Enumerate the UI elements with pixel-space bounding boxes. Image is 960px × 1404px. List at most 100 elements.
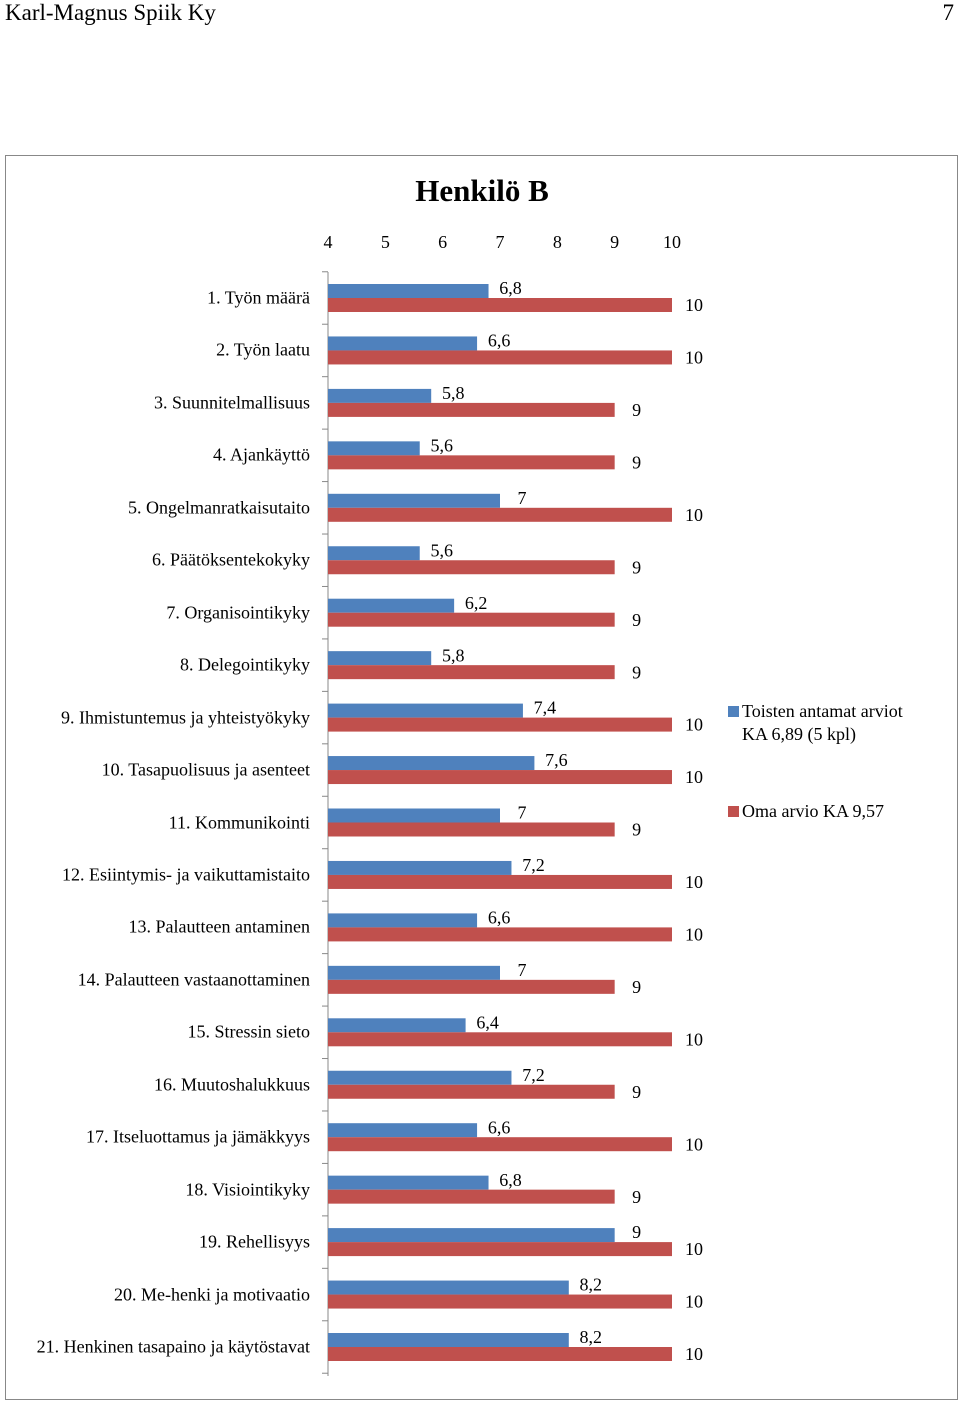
x-tick-label: 10: [663, 232, 681, 252]
value-label: 10: [685, 767, 703, 787]
value-label: 7,2: [522, 1065, 545, 1085]
value-label: 6,2: [465, 593, 488, 613]
bar: [328, 1228, 615, 1243]
bar: [328, 284, 489, 298]
bar: [328, 913, 478, 928]
category-label: 20. Me-henki ja motivaatio: [114, 1284, 310, 1305]
category-label: 11. Kommunikointi: [168, 812, 310, 832]
bar: [328, 441, 420, 456]
bar: [328, 822, 615, 837]
header-title: Karl-Magnus Spiik Ky: [5, 0, 216, 25]
page-number: 7: [942, 0, 955, 25]
bar: [328, 651, 432, 666]
bar: [328, 979, 615, 994]
value-label: 8,2: [580, 1275, 603, 1295]
value-label: 5,6: [430, 540, 453, 560]
category-label: 17. Itseluottamus ja jämäkkyys: [86, 1126, 310, 1147]
bar: [328, 756, 535, 771]
category-label: 14. Palautteen vastaanottaminen: [77, 969, 310, 990]
bar: [328, 703, 523, 718]
x-tick-label: 6: [438, 232, 447, 252]
value-label: 9: [632, 610, 641, 630]
value-label: 9: [632, 977, 641, 997]
value-label: 10: [685, 872, 703, 892]
value-label: 7,6: [545, 750, 568, 770]
bar: [328, 965, 500, 980]
value-label: 10: [685, 1134, 703, 1154]
legend-swatch: [728, 806, 739, 817]
bar: [328, 298, 672, 312]
value-label: 10: [685, 1029, 703, 1049]
value-label: 9: [632, 1222, 641, 1242]
category-label: 2. Työn laatu: [216, 339, 310, 360]
value-label: 7: [518, 488, 527, 508]
value-label: 10: [685, 925, 703, 945]
bar: [328, 1032, 672, 1047]
value-label: 6,8: [499, 1170, 522, 1190]
bar: [328, 1189, 615, 1204]
bar: [328, 546, 420, 561]
bar: [328, 1175, 489, 1190]
bar: [328, 493, 500, 508]
x-tick-label: 5: [381, 232, 390, 252]
value-label: 6,6: [488, 908, 511, 928]
bar: [328, 1242, 672, 1257]
category-label: 6. Päätöksentekokyky: [152, 549, 310, 570]
x-tick-label: 7: [496, 232, 505, 252]
value-label: 10: [685, 505, 703, 525]
value-label: 9: [632, 452, 641, 472]
category-label: 4. Ajankäyttö: [213, 444, 310, 465]
category-label: 18. Visiointikyky: [185, 1179, 310, 1200]
value-label: 9: [632, 820, 641, 840]
value-label: 6,6: [488, 331, 511, 351]
value-label: 6,4: [476, 1012, 499, 1032]
value-label: 10: [685, 1239, 703, 1259]
bar: [328, 598, 455, 613]
bar: [328, 1070, 512, 1085]
value-label: 9: [632, 662, 641, 682]
bar: [328, 1018, 466, 1033]
value-label: 7,4: [534, 698, 557, 718]
bar: [328, 350, 672, 365]
category-label: 15. Stressin sieto: [187, 1021, 310, 1042]
value-label: 8,2: [580, 1327, 603, 1347]
value-label: 9: [632, 1082, 641, 1102]
legend-label: Toisten antamat arviot KA 6,89 (5 kpl): [742, 701, 903, 744]
value-label: 10: [685, 1344, 703, 1364]
bar: [328, 560, 615, 575]
legend-swatch: [728, 706, 739, 717]
value-label: 7: [518, 960, 527, 980]
value-label: 10: [685, 348, 703, 368]
value-label: 9: [632, 557, 641, 577]
value-label: 10: [685, 715, 703, 735]
x-tick-label: 4: [324, 232, 333, 252]
category-label: 8. Delegointikyky: [180, 654, 310, 675]
category-label: 7. Organisointikyky: [166, 602, 310, 623]
bar: [328, 874, 672, 889]
bar: [328, 665, 615, 680]
bar: [328, 927, 672, 942]
value-label: 9: [632, 400, 641, 420]
legend-label: Oma arvio KA 9,57: [742, 801, 884, 821]
bar: [328, 1123, 478, 1138]
bar: [328, 717, 672, 732]
value-label: 6,8: [499, 278, 522, 298]
bar: [328, 808, 500, 823]
bar: [328, 507, 672, 522]
category-label: 19. Rehellisyys: [199, 1231, 310, 1252]
category-label: 21. Henkinen tasapaino ja käytöstavat: [36, 1336, 310, 1357]
value-label: 10: [685, 295, 703, 315]
category-label: 10. Tasapuolisuus ja asenteet: [101, 759, 310, 780]
category-label: 12. Esiintymis- ja vaikuttamistaito: [62, 864, 310, 885]
bar: [328, 1294, 672, 1309]
category-label: 5. Ongelmanratkaisutaito: [128, 497, 310, 518]
bar: [328, 455, 615, 470]
category-label: 9. Ihmistuntemus ja yhteistyökyky: [61, 707, 310, 728]
value-label: 9: [632, 1187, 641, 1207]
bar: [328, 388, 432, 403]
bar: [328, 612, 615, 627]
bar: [328, 1333, 569, 1347]
bar: [328, 1347, 672, 1361]
value-label: 6,6: [488, 1117, 511, 1137]
